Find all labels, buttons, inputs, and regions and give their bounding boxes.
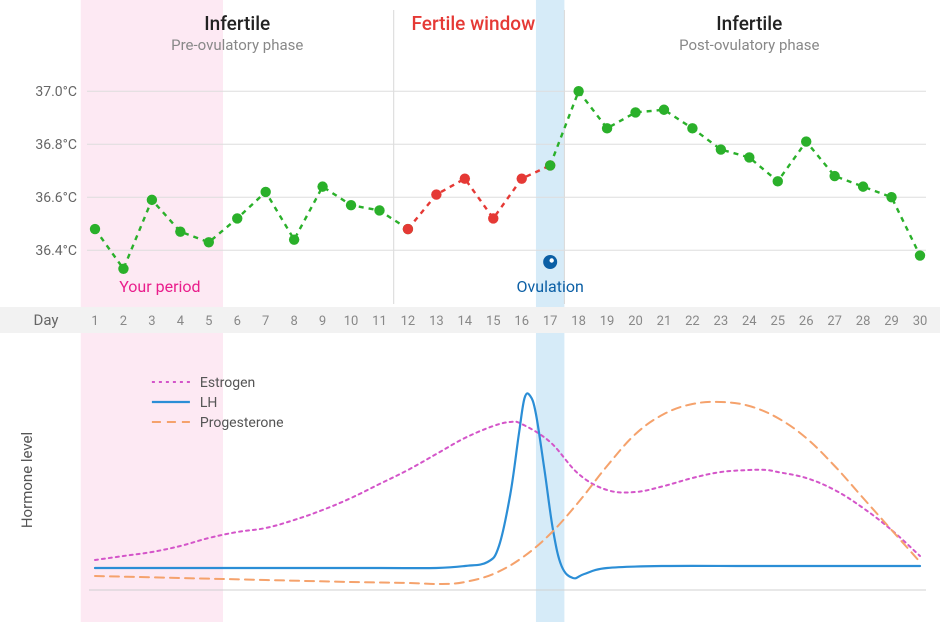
temp-ytick-label: 37.0°C [35,84,77,100]
day-tick-label: 18 [571,314,586,329]
temp-marker [147,195,157,205]
cycle-chart: InfertilePre-ovulatory phaseFertile wind… [0,0,940,622]
temp-marker [829,171,839,181]
day-tick-label: 23 [714,314,729,329]
legend-label: Estrogen [200,375,255,391]
temp-marker [460,173,470,183]
day-tick-label: 3 [148,314,155,329]
temp-marker [773,176,783,186]
temp-marker [687,123,697,133]
temp-marker [90,224,100,234]
day-tick-label: 14 [458,314,473,329]
day-tick-label: 30 [913,314,928,329]
ovulation-label: Ovulation [517,277,584,296]
temp-marker [573,86,583,96]
day-tick-label: 20 [628,314,643,329]
temp-marker [317,181,327,191]
temp-marker [716,144,726,154]
day-axis-label: Day [34,311,59,329]
phase-subtitle: Post-ovulatory phase [679,36,819,54]
temp-marker [659,105,669,115]
hormone-ylabel: Hormone level [18,432,36,528]
day-tick-label: 29 [884,314,899,329]
day-tick-label: 6 [234,314,241,329]
temp-marker [175,226,185,236]
temp-marker [886,192,896,202]
temp-marker [630,107,640,117]
day-tick-label: 25 [770,314,785,329]
temp-marker [517,173,527,183]
temp-marker [118,264,128,274]
temp-marker [289,234,299,244]
day-tick-label: 19 [600,314,615,329]
phase-title: Infertile [204,12,270,35]
day-tick-label: 10 [344,314,359,329]
temp-marker [744,152,754,162]
temp-marker [801,136,811,146]
temp-marker [431,189,441,199]
day-tick-label: 11 [372,314,387,329]
day-tick-label: 15 [486,314,501,329]
day-tick-label: 21 [657,314,672,329]
temp-marker [260,187,270,197]
day-tick-label: 4 [177,314,185,329]
day-tick-label: 24 [742,314,757,329]
period-label: Your period [119,277,200,296]
temp-marker [204,237,214,247]
legend-label: LH [200,395,218,411]
ovulation-marker-highlight [549,258,553,262]
day-tick-label: 8 [290,314,297,329]
temp-marker [374,205,384,215]
temp-marker [602,123,612,133]
temp-marker [545,160,555,170]
temp-ytick-label: 36.6°C [35,190,77,206]
temp-ytick-label: 36.8°C [35,137,77,153]
temp-marker [346,200,356,210]
temp-line-segment [550,91,920,255]
day-tick-label: 1 [91,314,98,329]
day-tick-label: 26 [799,314,814,329]
chart-svg: InfertilePre-ovulatory phaseFertile wind… [0,0,940,622]
temp-ytick-label: 36.4°C [35,243,77,259]
temp-marker [915,250,925,260]
day-tick-label: 28 [856,314,871,329]
day-tick-label: 9 [319,314,326,329]
day-tick-label: 16 [514,314,529,329]
legend-label: Progesterone [200,415,284,431]
day-tick-label: 13 [429,314,444,329]
day-tick-label: 17 [543,314,558,329]
phase-title: Fertile window [412,12,536,35]
day-tick-label: 5 [205,314,212,329]
day-tick-label: 27 [827,314,842,329]
temp-marker [488,213,498,223]
day-tick-label: 7 [262,314,269,329]
day-tick-label: 22 [685,314,700,329]
temp-marker [232,213,242,223]
phase-subtitle: Pre-ovulatory phase [171,36,303,54]
temp-marker [403,224,413,234]
phase-title: Infertile [716,12,782,35]
temp-marker [858,181,868,191]
day-tick-label: 2 [120,314,127,329]
day-tick-label: 12 [401,314,416,329]
